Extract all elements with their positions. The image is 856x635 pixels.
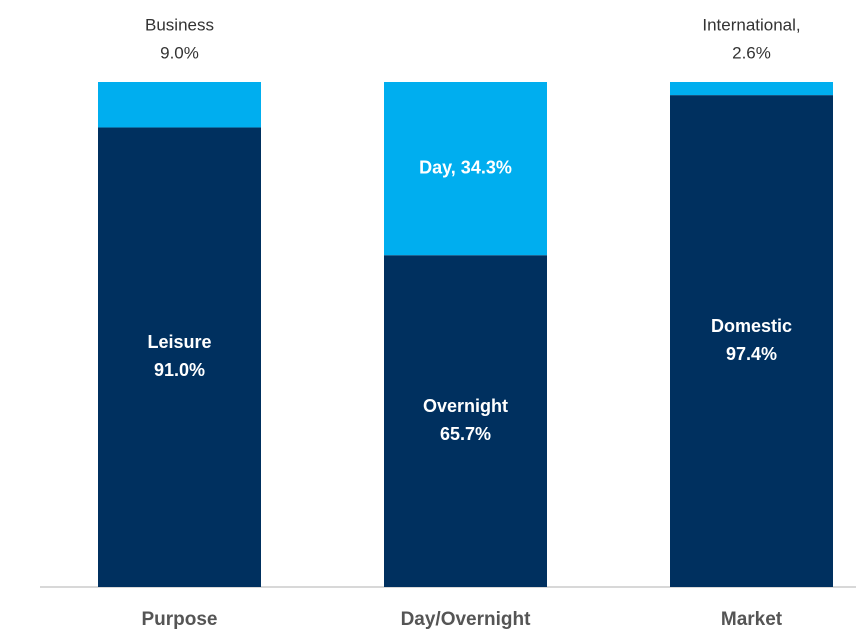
data-label: Day, 34.3%: [419, 157, 512, 177]
x-tick-label: Purpose: [141, 609, 217, 630]
data-label: 97.4%: [726, 344, 777, 364]
bar-segment: [670, 82, 833, 96]
bar-segment: [384, 82, 547, 256]
data-label: 91.0%: [154, 360, 205, 380]
bar-segment: [98, 127, 261, 587]
data-label: Business: [145, 15, 214, 34]
bar-segment: [384, 255, 547, 587]
data-label: International,: [702, 15, 800, 34]
data-label: Overnight: [423, 396, 508, 416]
x-tick-label: Market: [721, 609, 783, 630]
data-label: 9.0%: [160, 43, 199, 62]
bar-segment: [98, 82, 261, 128]
data-label: Domestic: [711, 316, 792, 336]
x-tick-label: Day/Overnight: [401, 609, 532, 630]
data-label: 2.6%: [732, 43, 771, 62]
data-label: Leisure: [147, 332, 211, 352]
data-label: 65.7%: [440, 424, 491, 444]
bar-segment: [670, 95, 833, 587]
